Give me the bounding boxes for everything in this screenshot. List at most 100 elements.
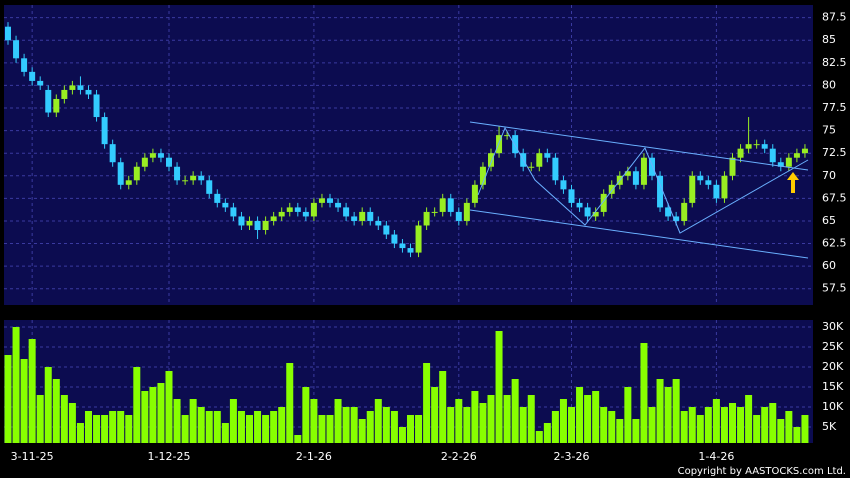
volume-bar	[535, 431, 543, 443]
candle-body	[133, 166, 140, 181]
candle-body	[101, 117, 108, 145]
volume-bar	[793, 427, 801, 443]
volume-bar	[197, 407, 205, 443]
volume-bar	[785, 411, 793, 443]
candle-body	[624, 171, 631, 176]
volume-bar	[543, 423, 551, 443]
candle-body	[488, 153, 494, 167]
volume-bar	[358, 419, 366, 443]
candle-body	[439, 198, 446, 212]
candle-body	[737, 148, 744, 158]
volume-bar	[455, 399, 463, 443]
candle-body	[769, 148, 776, 163]
candle-body	[310, 202, 317, 217]
candle-body	[335, 202, 342, 208]
candle-body	[125, 180, 132, 185]
volume-bar	[704, 407, 712, 443]
candle-body	[141, 157, 148, 167]
candle-body	[367, 211, 374, 221]
volume-bar	[664, 387, 672, 443]
volume-bar	[149, 387, 157, 443]
volume-bar	[213, 411, 221, 443]
candle-body	[632, 171, 639, 185]
volume-bar	[463, 407, 471, 443]
y-tick-label: 5K	[822, 420, 837, 433]
volume-bar	[52, 379, 60, 443]
y-tick-label: 25K	[822, 340, 844, 353]
candle-body	[544, 153, 551, 158]
price-panel	[4, 5, 813, 305]
volume-bar	[141, 391, 149, 443]
candle-body	[777, 162, 784, 167]
x-tick-label: 1-12-25	[148, 450, 191, 463]
volume-bar	[737, 407, 745, 443]
volume-bar	[229, 399, 237, 443]
x-tick-label: 2-2-26	[441, 450, 477, 463]
y-tick-label: 15K	[822, 380, 844, 393]
volume-bar	[672, 379, 680, 443]
candle-body	[801, 148, 808, 154]
volume-bar	[519, 407, 527, 443]
candle-body	[294, 207, 301, 212]
volume-bar	[181, 415, 189, 443]
volume-bar	[696, 415, 704, 443]
candle-body	[214, 193, 221, 203]
volume-bar	[745, 395, 753, 443]
candle-body	[463, 202, 470, 221]
volume-bar	[447, 407, 455, 443]
candle-body	[13, 40, 20, 59]
y-tick-label: 20K	[822, 360, 844, 373]
volume-bar	[559, 399, 567, 443]
volume-bar	[656, 379, 664, 443]
candle-body	[254, 220, 261, 230]
volume-bar	[471, 391, 479, 443]
candle-body	[238, 216, 245, 226]
arrow	[787, 172, 799, 193]
candle-body	[359, 211, 366, 221]
candle-body	[729, 157, 736, 176]
y-tick-label: 80	[822, 78, 836, 91]
candle-body	[190, 175, 197, 181]
candle-body	[793, 153, 800, 158]
candle-body	[455, 211, 462, 221]
volume-bar	[431, 387, 439, 443]
candle-body	[640, 157, 647, 185]
volume-bar	[374, 399, 382, 443]
candle-body	[705, 180, 712, 185]
volume-bar	[495, 331, 503, 443]
volume-bar	[479, 403, 487, 443]
volume-bar	[398, 427, 406, 443]
volume-bar	[326, 415, 334, 443]
candle-body	[665, 207, 672, 217]
volume-bar	[366, 411, 374, 443]
volume-bar	[60, 395, 68, 443]
volume-bar	[12, 327, 20, 443]
candle-body	[576, 202, 583, 208]
candle-body	[246, 220, 253, 226]
volume-bar	[342, 407, 350, 443]
candle-body	[592, 211, 599, 217]
candle-body	[21, 58, 28, 72]
y-tick-label: 62.5	[822, 237, 847, 250]
candle-body	[69, 85, 76, 90]
candle-body	[600, 193, 607, 212]
volume-bar	[720, 407, 728, 443]
volume-bar	[278, 407, 286, 443]
candle-body	[77, 85, 84, 90]
y-tick-label: 57.5	[822, 282, 847, 295]
volume-bar	[712, 399, 720, 443]
candle-body	[109, 144, 116, 163]
volume-bar	[294, 435, 302, 443]
candle-body	[182, 180, 189, 182]
volume-bar	[584, 395, 592, 443]
candle-body	[230, 207, 237, 217]
volume-bar	[133, 367, 141, 443]
volume-bar	[310, 399, 318, 443]
y-tick-label: 60	[822, 259, 836, 272]
candle-body	[471, 184, 478, 203]
volume-bar	[44, 367, 52, 443]
volume-bar	[761, 407, 769, 443]
candle-body	[5, 26, 11, 41]
volume-bar	[511, 379, 519, 443]
